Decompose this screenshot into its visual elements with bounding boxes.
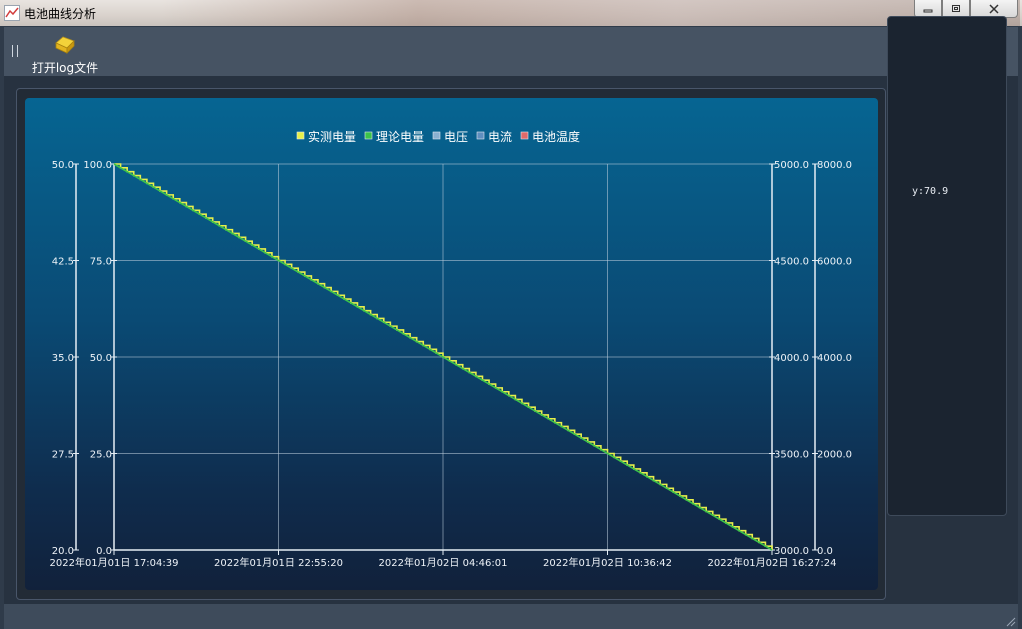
- title-bar: 电池曲线分析: [0, 0, 1022, 26]
- y-tick-label-right-outer: 2000.0: [817, 450, 852, 461]
- folder-open-icon: [55, 36, 75, 54]
- x-tick-label: 2022年01月01日 17:04:39: [50, 556, 179, 569]
- status-bar: [4, 604, 1018, 629]
- legend-swatch: [476, 131, 485, 140]
- open-log-label: 打开log文件: [31, 61, 99, 75]
- y-tick-label-left-inner: 100.0: [83, 160, 112, 171]
- x-tick-label: 2022年01月02日 10:36:42: [543, 556, 672, 569]
- y-tick-label-left-inner: 0.0: [96, 546, 112, 557]
- window-title: 电池曲线分析: [24, 7, 97, 21]
- info-panel: y:70.9: [887, 16, 1007, 516]
- y-tick-label-left-outer: 35.0: [52, 353, 74, 364]
- y-tick-label-left-outer: 20.0: [52, 546, 74, 557]
- legend-swatch: [296, 131, 305, 140]
- toolbar: 打开log文件: [4, 27, 1018, 76]
- minimize-icon: [923, 9, 933, 12]
- legend-swatch: [432, 131, 441, 140]
- y-tick-label-right-outer: 8000.0: [817, 160, 852, 171]
- legend-label: 电流: [488, 130, 512, 144]
- y-tick-label-left-inner: 25.0: [90, 450, 112, 461]
- line-chart-icon: [4, 5, 20, 21]
- legend-label: 电压: [444, 130, 468, 144]
- x-tick-label: 2022年01月02日 16:27:24: [708, 556, 837, 569]
- y-tick-label-left-outer: 27.5: [52, 450, 74, 461]
- series-line-theoretical: [113, 163, 773, 551]
- y-tick-label-left-outer: 42.5: [52, 257, 74, 268]
- y-tick-label-right-inner: 5000.0: [774, 160, 809, 171]
- x-tick-label: 2022年01月01日 22:55:20: [214, 556, 343, 569]
- y-tick-label-left-inner: 75.0: [90, 257, 112, 268]
- y-tick-label-right-inner: 3500.0: [774, 450, 809, 461]
- close-icon: [989, 3, 999, 14]
- resize-grip-icon[interactable]: [1004, 615, 1016, 627]
- chart-panel[interactable]: 50.0 42.5 35.0 27.5 20.0 100.0 75.0 50.0 25.0 0.0…: [25, 98, 878, 590]
- legend-label: 理论电量: [376, 130, 424, 144]
- toolbar-grip[interactable]: [12, 45, 18, 57]
- y-tick-label-right-inner: 3000.0: [774, 546, 809, 557]
- legend-label: 实测电量: [308, 129, 356, 144]
- y-tick-label-right-inner: 4000.0: [774, 353, 809, 364]
- y-tick-label-right-outer: 0.0: [817, 546, 833, 557]
- legend-swatch: [364, 131, 373, 140]
- battery-chart[interactable]: 50.0 42.5 35.0 27.5 20.0 100.0 75.0 50.0 25.0 0.0…: [25, 98, 878, 590]
- y-tick-label-right-outer: 6000.0: [817, 257, 852, 268]
- y-tick-label-right-inner: 4500.0: [774, 257, 809, 268]
- y-tick-label-left-outer: 50.0: [52, 160, 74, 171]
- legend-label: 电池温度: [532, 129, 580, 144]
- y-tick-label-left-inner: 50.0: [90, 353, 112, 364]
- restore-icon: [952, 4, 960, 12]
- legend-swatch: [520, 131, 529, 140]
- y-tick-label-right-outer: 4000.0: [817, 353, 852, 364]
- open-log-button[interactable]: 打开log文件: [28, 31, 102, 75]
- x-tick-label: 2022年01月02日 04:46:01: [379, 556, 508, 569]
- value-readout: y:70.9: [912, 186, 949, 197]
- title-bar-background: [160, 0, 1020, 26]
